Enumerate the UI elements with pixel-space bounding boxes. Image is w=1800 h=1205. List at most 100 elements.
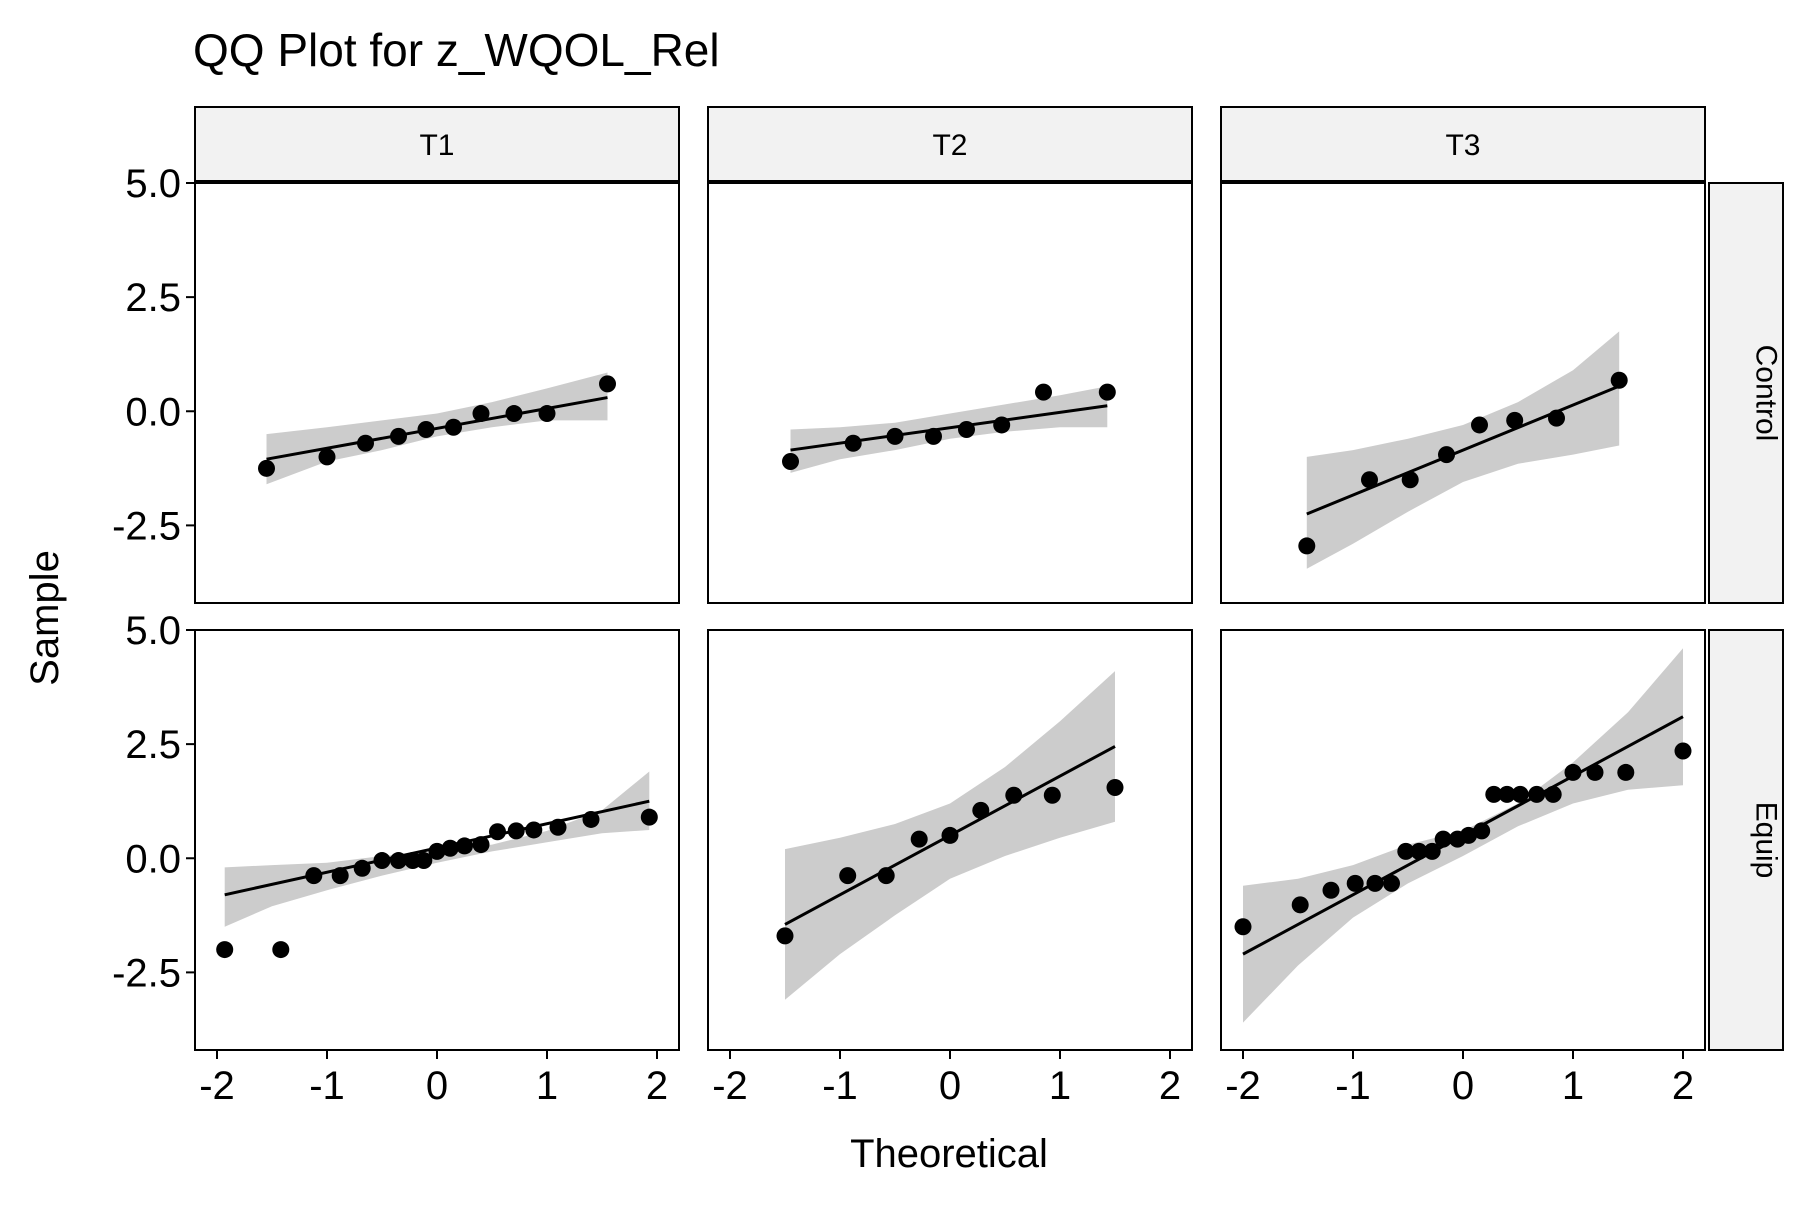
data-point (1674, 742, 1692, 760)
facet-strip-label: T3 (1445, 129, 1480, 162)
data-point (472, 836, 490, 854)
data-point (1005, 786, 1023, 804)
confidence-band (224, 771, 650, 927)
data-point (1410, 842, 1428, 860)
y-tick-label: -2.5 (112, 504, 181, 548)
data-point (844, 434, 862, 452)
data-point (1298, 537, 1316, 555)
data-point (582, 810, 600, 828)
facet-strip-label: T1 (419, 129, 454, 162)
x-tick-label: 1 (1049, 1064, 1071, 1108)
facet-panels: T1 T2 T3 Control Equip 5.0 2.5 0.0 -2.5 5.0 2.5 0.0… (112, 106, 1784, 1108)
y-tick-label: 0.0 (125, 837, 181, 881)
data-point (1460, 826, 1477, 844)
data-point (357, 434, 374, 452)
facet-panel-t1-equip (194, 629, 680, 1051)
data-point (941, 826, 959, 844)
panel-border (707, 182, 1193, 604)
data-point (1586, 763, 1604, 781)
y-tick-label: 5.0 (125, 609, 181, 653)
x-tick-label: 1 (536, 1064, 558, 1108)
data-point (428, 842, 446, 860)
facet-panel-t1-control (194, 182, 680, 604)
data-point (1498, 785, 1516, 803)
data-point (390, 852, 407, 870)
data-point (1361, 471, 1378, 489)
data-point (1401, 471, 1419, 489)
data-point (1511, 785, 1529, 803)
data-point (886, 427, 904, 445)
data-point (1564, 763, 1582, 781)
data-point (1544, 785, 1562, 803)
x-tick-label: -2 (712, 1064, 748, 1108)
data-point (1434, 830, 1452, 848)
confidence-band (790, 386, 1108, 473)
data-point (1035, 383, 1052, 401)
data-point (445, 418, 462, 436)
data-point (1291, 896, 1309, 914)
data-point (1473, 822, 1491, 840)
facet-strip-label: Control (1750, 345, 1783, 442)
y-tick-label: 5.0 (125, 162, 181, 206)
data-point (538, 405, 556, 423)
facet-strip-t2 (707, 106, 1193, 182)
facet-strip-t3 (1220, 106, 1706, 182)
data-point (1506, 411, 1524, 429)
data-point (1610, 371, 1628, 389)
data-point (456, 837, 473, 855)
data-point (1234, 918, 1252, 936)
x-tick-label: 2 (1159, 1064, 1181, 1108)
data-point (1617, 763, 1635, 781)
facet-strip-label: T2 (932, 129, 967, 162)
panel-plot-area (1298, 331, 1628, 569)
panel-background (1221, 183, 1705, 603)
data-point (1098, 383, 1116, 401)
panel-plot-area (1234, 648, 1692, 1023)
y-axis-label: Sample (23, 550, 67, 686)
data-point (1383, 874, 1400, 892)
y-tick-label: 2.5 (125, 723, 181, 767)
data-point (489, 823, 506, 841)
data-point (373, 852, 391, 870)
data-point (1471, 416, 1488, 434)
data-point (839, 867, 857, 885)
data-point (1106, 779, 1124, 796)
x-tick-label: -2 (1225, 1064, 1261, 1108)
x-tick-label: 0 (939, 1064, 961, 1108)
data-point (258, 459, 275, 477)
data-point (415, 852, 433, 870)
facet-panel-t2-control (707, 182, 1193, 604)
data-point (441, 839, 459, 857)
data-point (472, 405, 490, 423)
x-tick-label: -1 (309, 1064, 345, 1108)
data-point (1438, 446, 1455, 464)
panel-plot-area (216, 771, 658, 959)
data-point (599, 375, 616, 393)
data-point (272, 941, 290, 959)
data-point (305, 867, 323, 885)
data-point (1397, 842, 1415, 860)
data-point (390, 427, 407, 445)
data-point (331, 867, 349, 885)
x-axis-label: Theoretical (850, 1132, 1048, 1176)
data-point (1548, 409, 1565, 427)
facet-strip-label: Equip (1750, 802, 1783, 879)
x-tick-label: 0 (1452, 1064, 1474, 1108)
data-point (353, 859, 371, 877)
data-point (958, 421, 975, 439)
x-tick-label: 0 (426, 1064, 448, 1108)
data-point (417, 421, 435, 439)
data-point (549, 818, 567, 836)
data-point (993, 416, 1011, 434)
x-tick-label: -1 (822, 1064, 858, 1108)
y-tick-label: -2.5 (112, 951, 181, 995)
data-point (507, 822, 525, 840)
data-point (1346, 874, 1364, 892)
panel-plot-area (258, 372, 616, 485)
data-point (216, 941, 234, 959)
y-tick-label: 2.5 (125, 276, 181, 320)
data-point (505, 405, 523, 423)
data-point (1423, 842, 1441, 860)
